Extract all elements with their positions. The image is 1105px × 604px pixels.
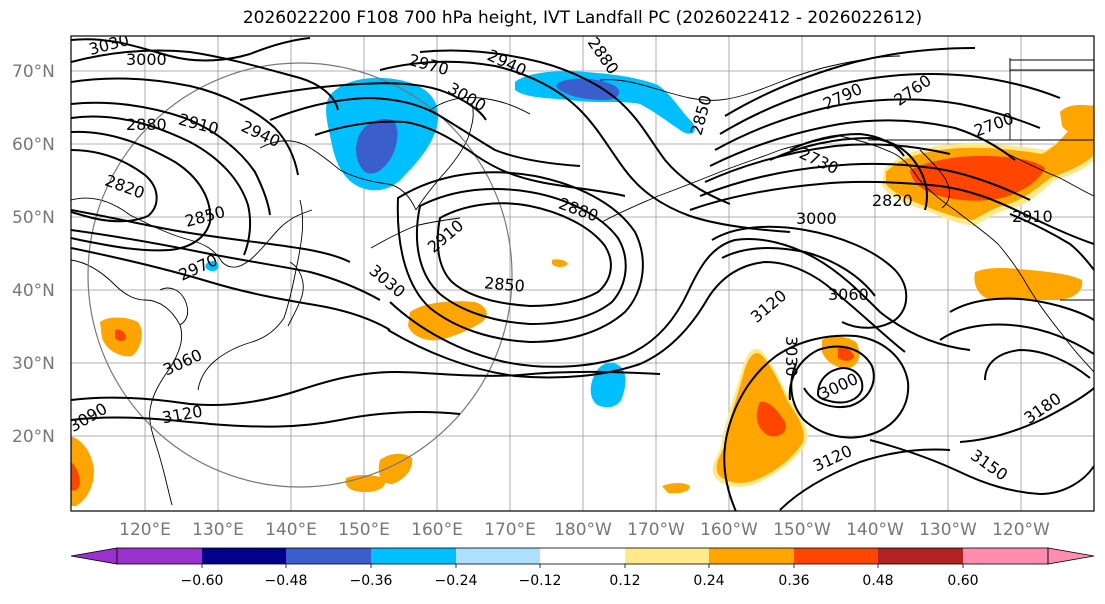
lon-label: 170°W (627, 520, 685, 540)
latitude-labels: 70°N 60°N 50°N 40°N 30°N 20°N (12, 62, 55, 447)
map-title: 2026022200 F108 700 hPa height, IVT Land… (242, 8, 923, 28)
contour-label: 3030 (782, 336, 801, 377)
ivt-region-blue (205, 261, 219, 272)
colorbar-tick-label: −0.12 (519, 573, 562, 589)
lat-label: 60°N (12, 135, 55, 155)
ivt-region-red (756, 401, 786, 437)
contour-label: 3000 (796, 209, 837, 228)
lon-label: 130°E (192, 520, 244, 540)
ivt-region-red (838, 347, 854, 361)
longitude-labels: 120°E 130°E 140°E 150°E 160°E 170°E 180°… (119, 520, 1050, 540)
height-contours (71, 37, 1094, 511)
colorbar-tick-label: 0.48 (862, 573, 893, 589)
colorbar-tick-label: −0.24 (435, 573, 478, 589)
lon-label: 120°E (119, 520, 171, 540)
colorbar-tick-label: 0.24 (693, 573, 724, 589)
colorbar-segment (371, 548, 456, 564)
colorbar-segment (794, 548, 878, 564)
colorbar-segment (202, 548, 286, 564)
lon-label: 150°E (338, 520, 390, 540)
colorbar-segment (117, 548, 202, 564)
distance-circle (87, 62, 513, 488)
lat-label: 50°N (12, 208, 55, 228)
contour-label: 2880 (126, 115, 167, 134)
ivt-region-red (71, 462, 80, 491)
ivt-region-blue-dark (356, 119, 398, 174)
lon-label: 130°W (919, 520, 977, 540)
coastlines (71, 55, 1094, 506)
colorbar-segment (709, 548, 794, 564)
contour-label: 2820 (872, 191, 913, 210)
map-background (71, 36, 1094, 511)
ivt-region-blue-dark (556, 78, 620, 100)
colorbar-tick-label: 0.36 (778, 573, 809, 589)
lat-label: 70°N (12, 62, 55, 82)
lon-label: 140°W (846, 520, 904, 540)
lon-label: 160°E (411, 520, 463, 540)
colorbar: −0.60 −0.48 −0.36 −0.24 −0.12 0.12 0.24 … (70, 547, 1095, 589)
ivt-region-orange (662, 483, 690, 494)
lat-label: 30°N (12, 354, 55, 374)
colorbar-segment (625, 548, 709, 564)
lon-label: 150°W (773, 520, 831, 540)
ivt-region-orange (974, 268, 1083, 300)
colorbar-segment (878, 548, 963, 564)
lat-label: 40°N (12, 281, 55, 301)
colorbar-segment (286, 548, 371, 564)
lon-label: 180°W (554, 520, 612, 540)
colorbar-extend-low (70, 547, 118, 565)
colorbar-tick-label: 0.60 (947, 573, 978, 589)
contour-label: 3060 (828, 285, 869, 304)
colorbar-extend-high (1047, 547, 1095, 565)
colorbar-segment (540, 548, 625, 564)
colorbar-tick-label: −0.36 (350, 573, 393, 589)
map-frame (70, 35, 1095, 512)
ivt-region-orange (378, 453, 413, 484)
contour-label: 3000 (126, 50, 167, 69)
contour-label: 2850 (483, 273, 525, 295)
ivt-region-orange (1060, 104, 1094, 140)
colorbar-segment (963, 548, 1048, 564)
lon-label: 170°E (484, 520, 536, 540)
colorbar-tick-label: 0.12 (609, 573, 640, 589)
contour-label: 2910 (1012, 207, 1053, 226)
lon-label: 160°W (700, 520, 758, 540)
ivt-region-orange (552, 259, 568, 267)
lat-label: 20°N (12, 427, 55, 447)
ivt-region-orange (345, 475, 386, 492)
colorbar-segment (456, 548, 540, 564)
ivt-region-red (115, 329, 126, 341)
colorbar-tick-label: −0.48 (265, 573, 308, 589)
lon-label: 120°W (992, 520, 1050, 540)
lon-label: 140°E (265, 520, 317, 540)
colorbar-tick-label: −0.60 (181, 573, 224, 589)
